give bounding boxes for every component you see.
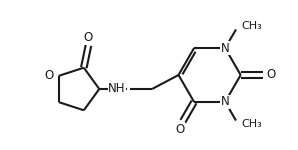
Text: CH₃: CH₃ <box>242 119 262 129</box>
Text: N: N <box>221 95 229 108</box>
Text: NH: NH <box>108 82 126 96</box>
Text: N: N <box>221 42 229 55</box>
Text: O: O <box>175 123 184 136</box>
Text: O: O <box>44 69 53 82</box>
Text: O: O <box>84 31 93 44</box>
Text: CH₃: CH₃ <box>242 21 262 31</box>
Text: O: O <box>266 69 275 81</box>
